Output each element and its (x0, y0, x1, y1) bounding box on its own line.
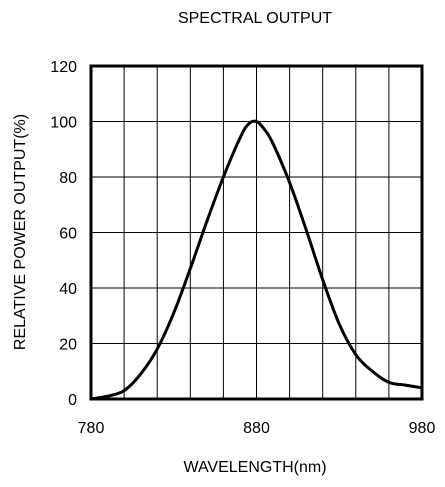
x-axis-label: WAVELENGTH(nm) (183, 459, 326, 476)
x-tick-label: 880 (243, 420, 270, 437)
x-tick-labels: 780 880 980 (78, 420, 436, 437)
y-tick-label: 40 (59, 281, 77, 298)
y-tick-label: 120 (50, 59, 77, 76)
spectral-curve (89, 119, 424, 401)
y-tick-label: 20 (59, 337, 77, 354)
x-tick-label: 780 (78, 420, 105, 437)
y-tick-label: 100 (50, 115, 77, 132)
x-tick-label: 980 (409, 420, 436, 437)
plot-frame (89, 64, 424, 401)
y-tick-labels: 0 20 40 60 80 100 120 (50, 59, 77, 409)
grid (91, 66, 422, 399)
y-tick-label: 60 (59, 226, 77, 243)
y-tick-label: 0 (68, 392, 77, 409)
chart-title: SPECTRAL OUTPUT (178, 10, 332, 27)
y-tick-label: 80 (59, 170, 77, 187)
y-axis-label: RELATIVE POWER OUTPUT(%) (12, 114, 29, 350)
